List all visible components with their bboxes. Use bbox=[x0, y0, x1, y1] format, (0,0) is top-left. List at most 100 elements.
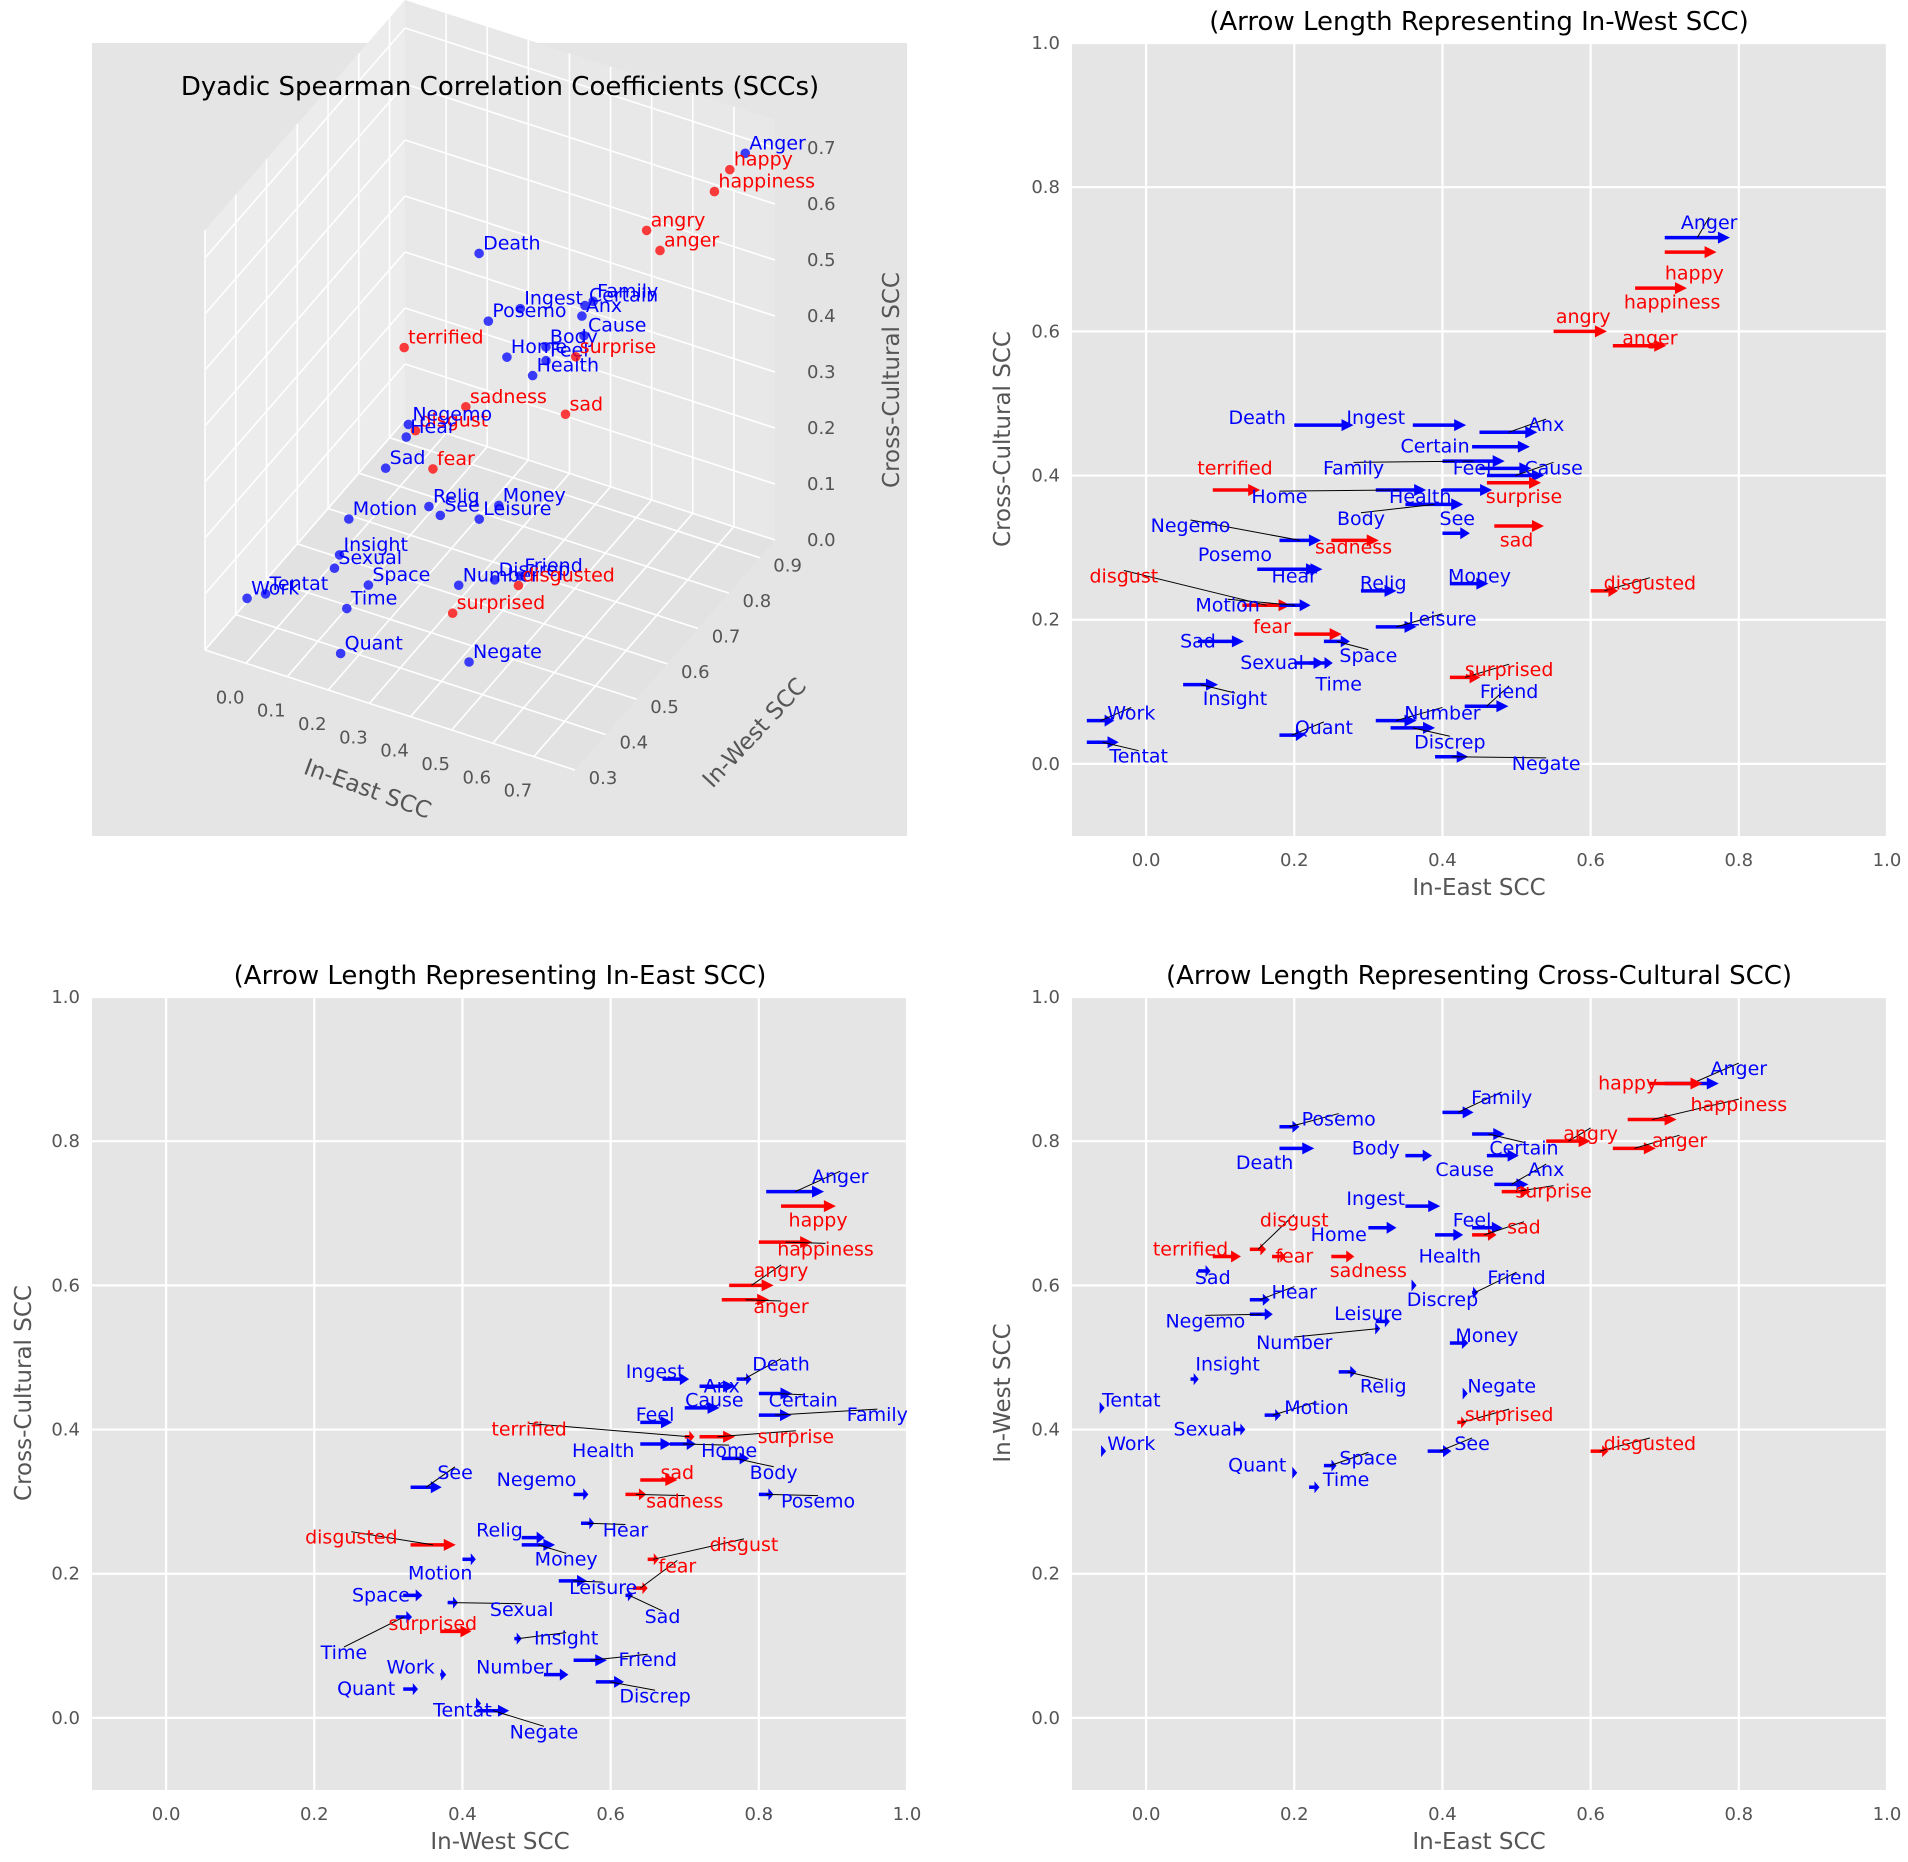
panel-b-xlabel: In-West SCC bbox=[430, 1829, 569, 1855]
grid-line-3d bbox=[327, 507, 699, 630]
panel-b-ticks: 0.0 0.2 0.4 0.6 0.8 1.0 0.0 0.2 0.4 0.6 0.8 1.0 bbox=[51, 987, 921, 1825]
point-label-3d: happy bbox=[734, 149, 793, 171]
label-leader-line bbox=[425, 1466, 456, 1488]
point-label-3d: Negemo bbox=[412, 403, 492, 425]
point-label: fear bbox=[1275, 1246, 1313, 1268]
label-leader-line bbox=[1102, 741, 1139, 752]
point-label: disgusted bbox=[305, 1527, 397, 1549]
point-label: Time bbox=[320, 1642, 368, 1664]
y-tick-label-3d: 0.8 bbox=[743, 591, 772, 612]
label-leader-line bbox=[745, 1299, 782, 1302]
arrow-head bbox=[1264, 1308, 1273, 1321]
point-label: Quant bbox=[1228, 1455, 1286, 1477]
point-label: Space bbox=[352, 1584, 410, 1606]
grid-line-3d bbox=[404, 195, 776, 317]
arrow-head bbox=[1451, 498, 1464, 511]
y-tick-label: 0.0 bbox=[51, 1708, 80, 1729]
point-label: Space bbox=[1339, 645, 1397, 667]
grid-line-3d bbox=[286, 446, 488, 678]
z-tick-label-3d: 0.5 bbox=[807, 250, 836, 271]
grid-line-3d bbox=[204, 307, 406, 539]
arrow-head bbox=[470, 1553, 476, 1566]
panel-a-ticks: 0.0 0.2 0.4 0.6 0.8 1.0 0.0 0.2 0.4 0.6 0.8 1.0 bbox=[1031, 33, 1901, 871]
arrow-head bbox=[1331, 1459, 1337, 1472]
point-label-3d: Cause bbox=[588, 315, 647, 337]
point-marker-3d bbox=[410, 425, 421, 436]
grid-line-3d bbox=[204, 649, 576, 771]
point-label: terrified bbox=[491, 1419, 566, 1441]
point-label: Sexual bbox=[1240, 652, 1304, 674]
y-tick-label: 1.0 bbox=[51, 987, 80, 1008]
point-label: Family bbox=[1323, 457, 1384, 479]
point-label: Insight bbox=[1195, 1354, 1259, 1376]
arrow-head bbox=[1248, 483, 1261, 496]
label-leader-line bbox=[538, 1544, 567, 1554]
floor-pane bbox=[205, 420, 775, 770]
label-leader-line bbox=[1457, 1091, 1502, 1113]
arrow-head bbox=[1453, 1228, 1464, 1241]
point-label: Money bbox=[535, 1548, 598, 1570]
point-label-3d: surprise bbox=[580, 336, 657, 358]
point-label-3d: Tentat bbox=[269, 573, 329, 595]
arrow-head bbox=[1476, 577, 1489, 590]
point-marker-3d bbox=[579, 330, 589, 341]
point-label: Sad bbox=[645, 1606, 681, 1628]
x-tick-label-3d: 0.0 bbox=[216, 687, 245, 708]
point-label: disgusted bbox=[1604, 573, 1696, 595]
point-marker-3d bbox=[380, 463, 391, 474]
point-label-3d: Hear bbox=[410, 416, 456, 438]
arrow-head bbox=[1462, 1387, 1468, 1400]
label-leader-line bbox=[1205, 1313, 1262, 1316]
arrow-head bbox=[1493, 1127, 1505, 1140]
label-leader-line bbox=[751, 1264, 782, 1286]
arrow-head bbox=[1324, 656, 1333, 669]
point-label-3d: Ingest bbox=[524, 288, 583, 310]
point-label-3d: Anx bbox=[586, 295, 622, 317]
point-label-3d: surprised bbox=[457, 592, 546, 614]
label-leader-line bbox=[653, 1538, 745, 1560]
y-tick-label: 0.4 bbox=[1031, 466, 1060, 487]
panel-b-title: (Arrow Length Representing In-East SCC) bbox=[234, 961, 767, 991]
arrow-head bbox=[1674, 282, 1687, 295]
arrow-head bbox=[1531, 469, 1544, 482]
label-leader-line bbox=[1360, 503, 1435, 514]
label-leader-line bbox=[493, 1710, 545, 1727]
label-leader-line bbox=[639, 1560, 678, 1589]
label-leader-line bbox=[635, 1493, 685, 1497]
point-label: Relig bbox=[476, 1519, 523, 1541]
arrow-head bbox=[707, 1401, 720, 1414]
label-leader-line bbox=[1353, 460, 1474, 463]
point-label-3d: Motion bbox=[353, 498, 417, 520]
arrow-head bbox=[1517, 440, 1530, 453]
point-marker-3d bbox=[329, 563, 340, 574]
point-marker-3d bbox=[464, 657, 474, 667]
point-label: happy bbox=[1665, 263, 1724, 285]
label-leader-line bbox=[1227, 598, 1296, 606]
arrow-head bbox=[559, 1668, 569, 1681]
point-label: anger bbox=[1652, 1130, 1707, 1152]
point-label-3d: fear bbox=[437, 448, 475, 470]
point-label: Time bbox=[1322, 1469, 1370, 1491]
label-leader-line bbox=[1123, 569, 1267, 606]
label-leader-line bbox=[1347, 1371, 1384, 1381]
y-tick-label-3d: 0.4 bbox=[619, 733, 648, 754]
label-leader-line bbox=[1691, 1062, 1740, 1084]
arrow-head bbox=[812, 1185, 825, 1198]
arrow-head bbox=[660, 1416, 673, 1429]
point-label: Family bbox=[847, 1404, 908, 1426]
y-tick-label: 0.2 bbox=[1031, 610, 1060, 631]
point-label: Death bbox=[752, 1354, 809, 1376]
point-label: Feel bbox=[636, 1404, 675, 1426]
arrow-panel-in-west: 0.0 0.2 0.4 0.6 0.8 1.0 0.0 0.2 0.4 0.6 0.8 1.0 Ang… bbox=[990, 7, 1901, 901]
point-label: surprise bbox=[1515, 1181, 1592, 1203]
grid-line-3d bbox=[404, 83, 776, 205]
point-marker-3d bbox=[403, 419, 414, 430]
label-leader-line bbox=[1100, 706, 1132, 722]
z-tick-label-3d: 0.6 bbox=[807, 194, 836, 215]
point-label: Sexual bbox=[1174, 1419, 1238, 1441]
panel-c-xlabel: In-East SCC bbox=[1412, 1829, 1545, 1855]
grid-line-3d bbox=[404, 27, 776, 149]
point-label-3d: Time bbox=[350, 588, 398, 610]
label-leader-line bbox=[743, 1358, 782, 1380]
point-label: Insight bbox=[1203, 688, 1267, 710]
